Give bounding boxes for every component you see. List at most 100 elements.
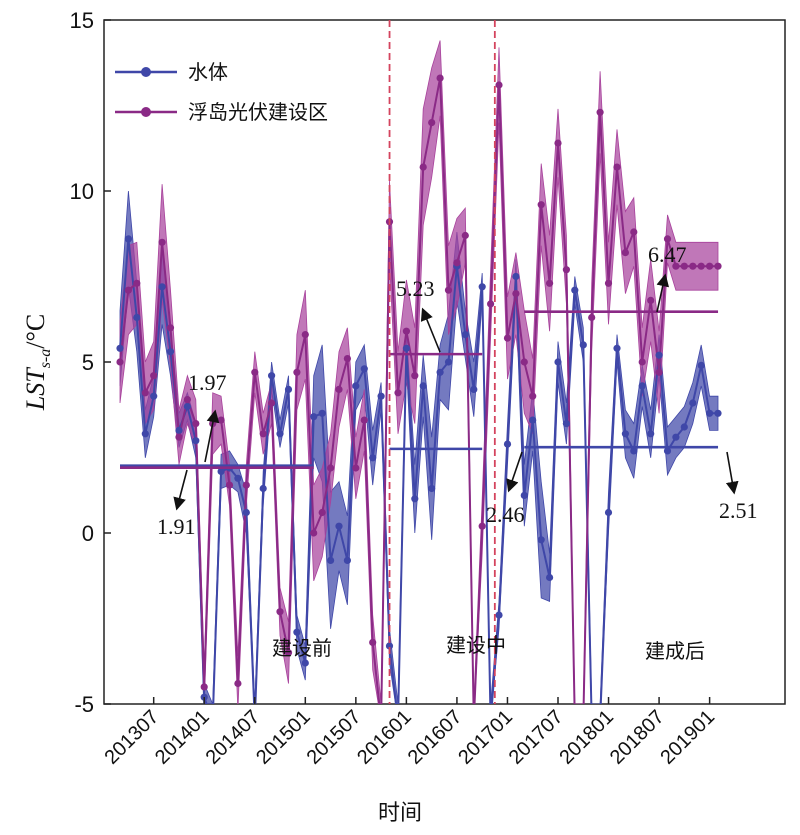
point-floating-pv [217,416,225,424]
point-floating-pv [461,231,469,240]
point-floating-pv [596,108,604,116]
point-floating-pv [343,355,351,363]
annotation-5.23: 5.23 [396,276,435,301]
point-floating-pv [394,389,402,397]
point-water [520,491,528,499]
point-water [663,447,672,455]
point-floating-pv [689,262,697,270]
mean-lines [120,310,719,469]
point-water [461,331,469,339]
point-water [689,399,697,407]
point-water [268,372,276,380]
arrow-2.46 [506,451,523,493]
point-floating-pv [251,368,259,376]
point-floating-pv [411,372,419,380]
x-axis-ticks: 2013072014012014072015012015072016012016… [100,697,719,769]
point-floating-pv [284,649,293,657]
point-water [613,344,621,352]
point-water [377,392,385,400]
point-water [343,556,351,565]
point-floating-pv [310,529,318,537]
point-water [714,409,722,417]
point-floating-pv [234,679,242,688]
point-floating-pv [697,262,705,270]
period-dividers [388,20,496,704]
point-water [647,430,655,438]
point-water [503,440,512,448]
point-water [183,402,191,411]
x-tick-label: 201801 [555,706,618,769]
point-water [335,522,343,530]
point-floating-pv [301,331,309,339]
point-floating-pv [630,228,638,236]
arrow-1.91 [173,469,188,511]
point-floating-pv [166,324,175,332]
phase-label-before: 建设前 [272,636,332,660]
annotations: 1.97 1.91 5.23 2.46 6.47 2.51 [157,242,758,539]
point-floating-pv [470,718,477,725]
point-floating-pv [369,638,377,647]
point-floating-pv [680,262,688,270]
point-water [478,283,486,291]
x-tick-label: 201407 [202,706,265,769]
y-tick-label: 15 [70,8,94,33]
point-floating-pv [478,522,486,530]
point-floating-pv [335,385,343,393]
point-floating-pv [158,238,166,246]
annotation-6.47: 6.47 [648,242,687,267]
point-water [562,420,571,428]
point-floating-pv [613,163,621,171]
point-floating-pv [453,259,461,267]
point-water [537,536,545,544]
point-water [638,382,646,390]
point-floating-pv [318,508,326,517]
point-water [385,642,394,650]
point-floating-pv [571,718,578,725]
legend-marker-water [141,67,151,77]
point-floating-pv [546,279,554,287]
x-tick-label: 201901 [656,706,719,769]
point-water [276,430,284,438]
point-floating-pv [487,300,495,308]
phase-label-during: 建设中 [446,633,506,657]
point-floating-pv [175,433,183,441]
point-water [360,365,368,373]
point-floating-pv [150,372,158,380]
y-tick-label: 5 [82,350,94,375]
point-water [444,358,453,366]
annotation-2.51: 2.51 [719,498,758,523]
band-floating-pv [119,40,719,704]
point-floating-pv [562,266,571,274]
point-floating-pv [259,430,267,438]
annotation-1.91: 1.91 [157,514,196,539]
point-water [680,423,688,431]
point-water [512,272,520,281]
point-water [428,484,436,493]
y-tick-label: 0 [82,521,94,546]
y-axis-title-unit: /°C [21,314,50,349]
point-floating-pv [672,262,680,270]
line-water [119,238,718,704]
phase-label-after: 建成后 [645,639,705,663]
point-floating-pv [133,279,141,287]
point-floating-pv [512,290,520,298]
point-water [133,313,141,322]
point-floating-pv [706,262,714,270]
x-axis-title: 时间 [378,801,422,826]
point-water [192,437,200,445]
point-water [554,358,562,366]
point-floating-pv [529,392,537,400]
point-water [579,341,587,349]
y-axis-ticks: -5 0 5 10 15 [70,8,111,717]
point-water [571,286,579,294]
point-floating-pv [621,249,630,257]
x-tick-label: 201307 [100,706,163,769]
point-floating-pv [352,464,360,472]
point-water [604,508,613,517]
point-water [470,385,478,393]
point-water [318,409,326,417]
x-tick-label: 201601 [353,706,416,769]
point-water [166,348,175,356]
point-floating-pv [327,464,335,472]
point-water [352,382,360,390]
